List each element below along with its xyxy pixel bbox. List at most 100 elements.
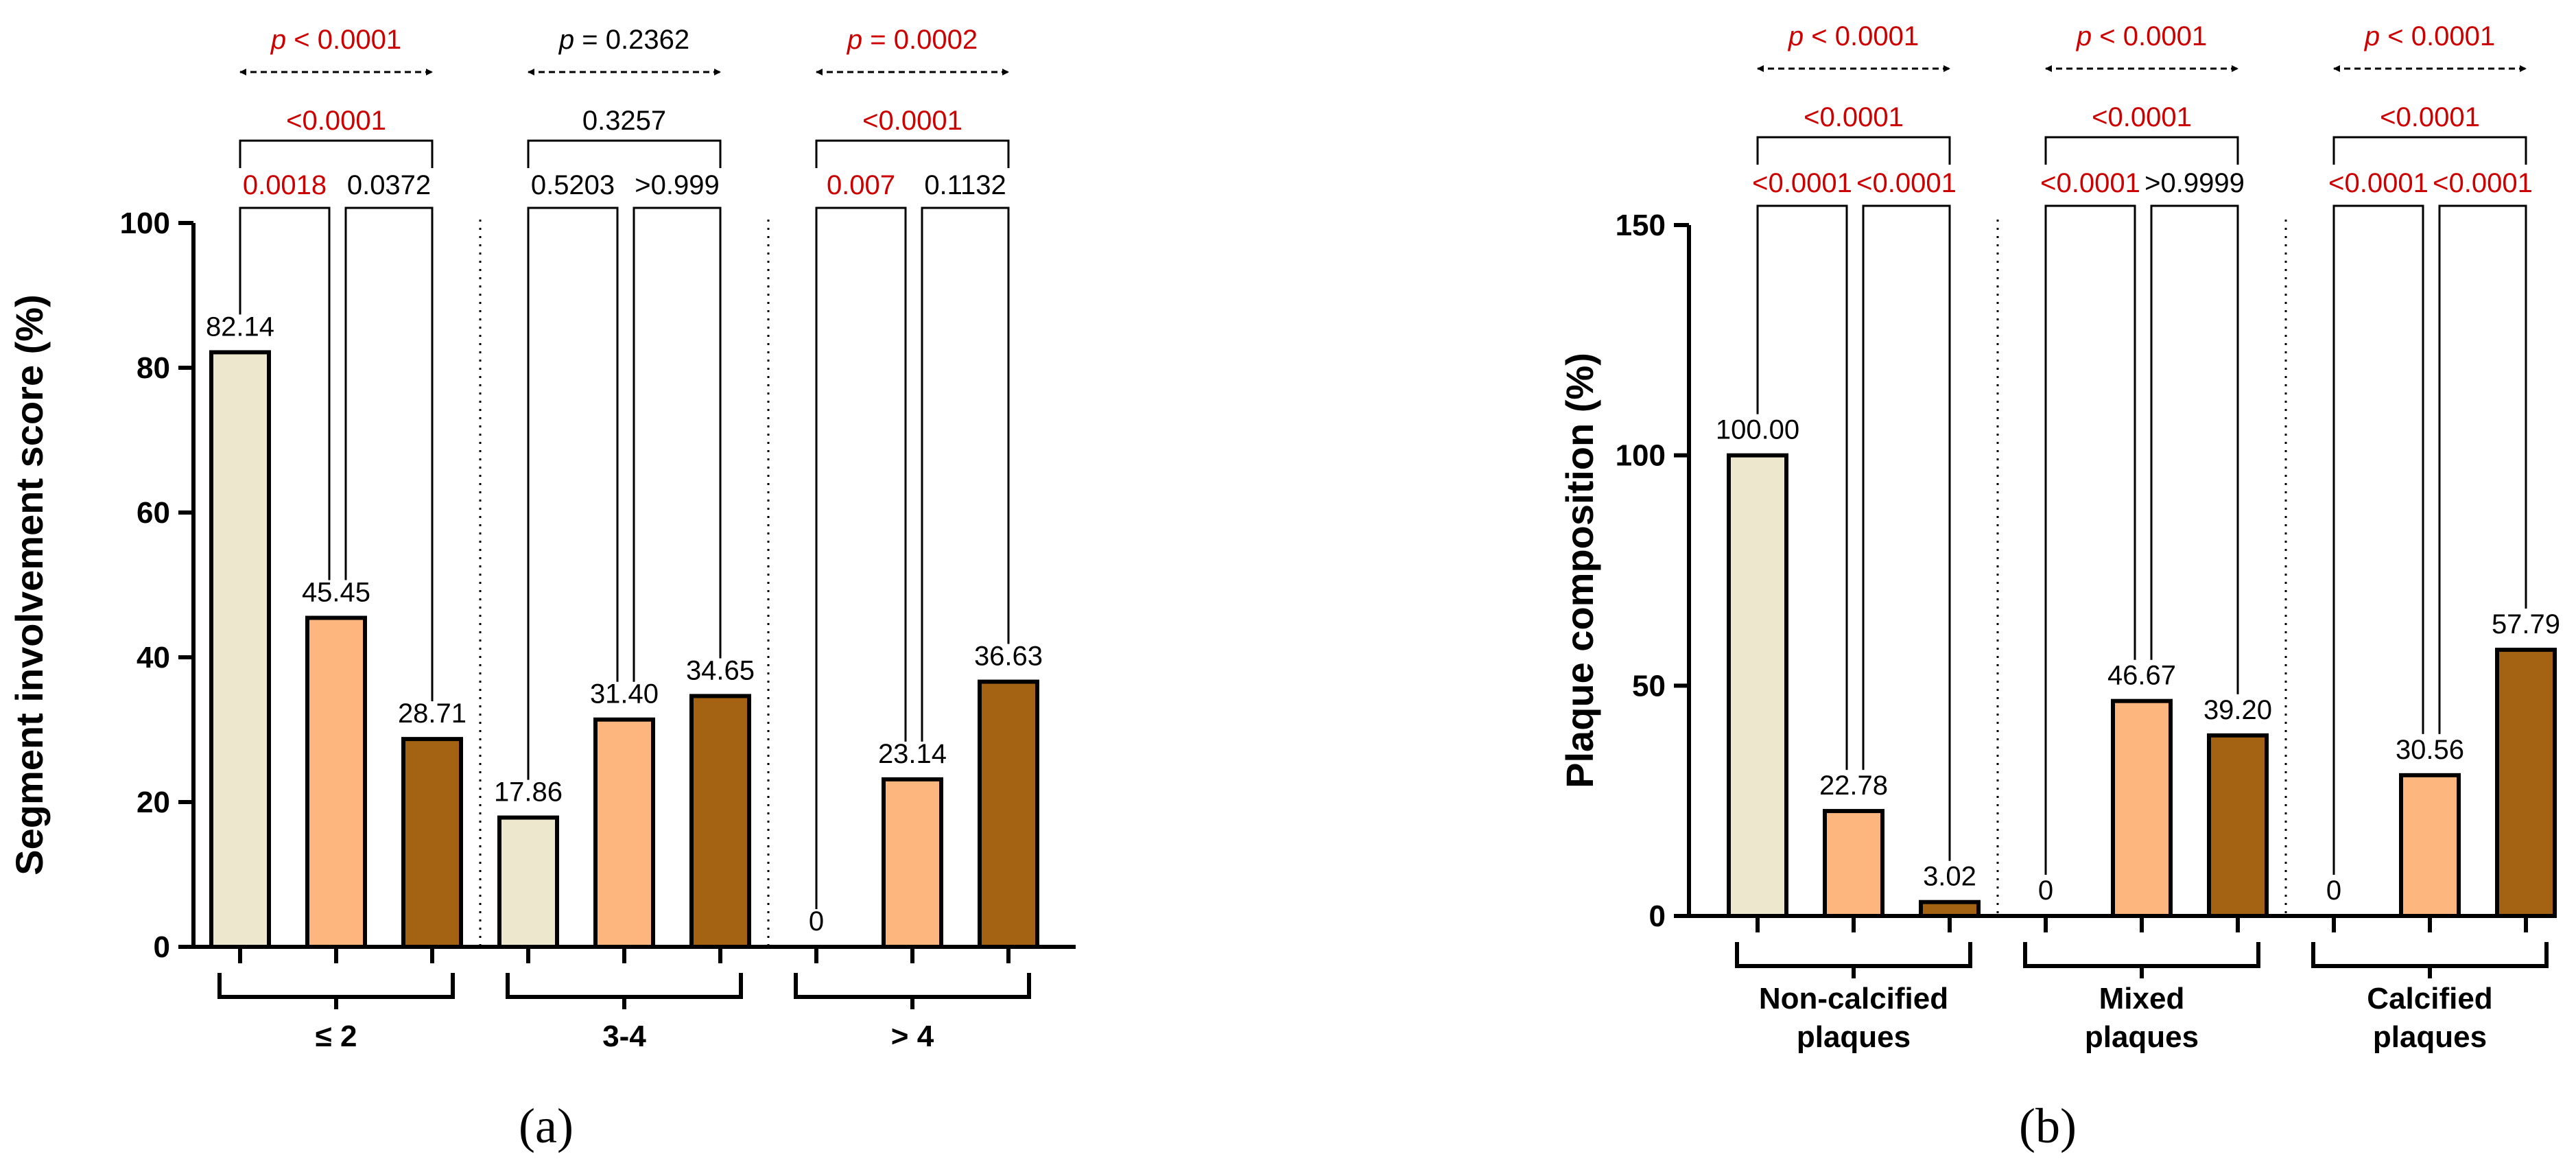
bracket-g2-g3 [2150, 204, 2239, 694]
bar [1823, 809, 1884, 919]
y-tick-label: 80 [137, 351, 170, 385]
y-tick-label: 40 [137, 641, 170, 674]
category-bracket [794, 973, 1031, 999]
y-tick-label: 150 [1616, 209, 1666, 242]
bracket-g2-g3 [633, 207, 722, 682]
trend-p-value: p < 0.0001 [270, 25, 401, 55]
data-label: 100.00 [1716, 415, 1799, 445]
bracket-g1-g2 [1756, 204, 1848, 771]
bar [305, 615, 367, 949]
p-value-g1-g3: <0.0001 [286, 106, 386, 136]
y-tick-label: 0 [1649, 899, 1666, 933]
bar [2495, 648, 2557, 918]
p-value-g1-g3: <0.0001 [1804, 102, 1904, 132]
bar [401, 737, 463, 949]
category-label: 3-4 [602, 1020, 646, 1053]
trend-p-value: p = 0.0002 [847, 25, 978, 55]
data-label: 31.40 [590, 679, 659, 709]
bracket-g1-g2 [815, 207, 907, 909]
p-value-g1-g3: <0.0001 [2092, 102, 2192, 132]
trend-p-text: < 0.0001 [2380, 21, 2495, 51]
panel-a-chart: 0 20 40 60 80 100 Segment involvement score (%… [8, 25, 1076, 1153]
data-label: 57.79 [2492, 609, 2560, 639]
category-label: ≤ 2 [316, 1020, 357, 1053]
bar [1727, 453, 1788, 918]
y-tick-label: 100 [120, 207, 170, 240]
bracket-g1-g3 [1756, 136, 1951, 165]
bracket-g1-g3 [2044, 136, 2239, 165]
trend-p-value: p < 0.0001 [2364, 21, 2495, 51]
category-bracket [2311, 942, 2549, 968]
category-label: Mixed [2099, 982, 2185, 1015]
y-tick-label: 100 [1616, 439, 1666, 473]
bracket-g2-g3 [344, 207, 434, 702]
category-label: plaques [2085, 1020, 2199, 1054]
trend-p-symbol: p [270, 25, 286, 55]
data-label: 22.78 [1819, 771, 1888, 801]
bar [2399, 773, 2461, 919]
p-value-g1-g3: 0.3257 [582, 106, 666, 136]
bar [978, 679, 1039, 950]
category-label: Calcified [2367, 982, 2492, 1015]
data-label: 46.67 [2107, 661, 2176, 691]
bracket-g2-g3 [1862, 204, 1951, 861]
data-label: 17.86 [494, 777, 563, 808]
bracket-g1-g2 [2332, 204, 2424, 875]
trend-p-text: = 0.0002 [862, 25, 978, 55]
data-label: 3.02 [1923, 862, 1976, 892]
data-label: 0 [2038, 875, 2053, 906]
bracket-g1-g3 [2332, 136, 2527, 165]
bar [1919, 899, 1981, 918]
bracket-g2-g3 [2438, 204, 2527, 734]
trend-p-symbol: p [2364, 21, 2380, 51]
bracket-g1-g2 [239, 207, 331, 580]
p-value-g2-g3: 0.0372 [347, 170, 431, 200]
data-label: 30.56 [2396, 735, 2464, 765]
bar [497, 815, 559, 950]
trend-p-symbol: p [558, 25, 574, 55]
bar [2111, 698, 2173, 918]
category-bracket [1735, 942, 1972, 968]
y-tick-label: 60 [137, 496, 170, 530]
data-label: 45.45 [302, 578, 370, 608]
category-label: plaques [2373, 1020, 2487, 1054]
bracket-g1-g3 [815, 139, 1010, 168]
category-label: plaques [1797, 1020, 1911, 1054]
data-label: 34.65 [686, 655, 755, 685]
y-tick-label: 0 [154, 930, 170, 964]
p-value-g2-g3: 0.1132 [924, 170, 1006, 200]
bracket-g2-g3 [921, 207, 1010, 742]
p-value-g1-g2: <0.0001 [2040, 168, 2140, 198]
p-value-g1-g2: 0.0018 [243, 170, 327, 200]
trend-p-value: p < 0.0001 [2076, 21, 2207, 51]
p-value-g1-g3: <0.0001 [862, 106, 962, 136]
panel-b-chart: 0 50 100 150 Plaque composition (%) 100.00 22.… [1558, 21, 2560, 1153]
p-value-g2-g3: >0.9999 [2144, 168, 2245, 198]
data-label: 0 [2326, 875, 2341, 906]
bracket-g1-g2 [2044, 204, 2136, 875]
trend-p-symbol: p [2076, 21, 2092, 51]
p-value-g1-g3: <0.0001 [2380, 102, 2480, 132]
trend-p-symbol: p [847, 25, 862, 55]
category-label: > 4 [891, 1020, 934, 1053]
panel-caption: (b) [2019, 1098, 2077, 1153]
bar [689, 694, 751, 949]
data-label: 28.71 [398, 698, 466, 729]
category-bracket [217, 973, 455, 999]
trend-p-text: < 0.0001 [2092, 21, 2207, 51]
bracket-g1-g3 [239, 139, 434, 168]
trend-p-text: = 0.2362 [574, 25, 689, 55]
p-value-g1-g2: <0.0001 [2328, 168, 2429, 198]
data-label: 0 [809, 906, 824, 937]
y-axis-title: Plaque composition (%) [1558, 353, 1601, 788]
bar [209, 350, 271, 949]
p-value-g2-g3: <0.0001 [2433, 168, 2533, 198]
category-bracket [506, 973, 743, 999]
data-label: 36.63 [974, 642, 1043, 672]
p-value-g1-g2: 0.007 [827, 170, 895, 200]
p-value-g1-g2: 0.5203 [531, 170, 615, 200]
bracket-g1-g3 [527, 139, 722, 168]
panel-caption: (a) [519, 1098, 574, 1153]
p-value-g1-g2: <0.0001 [1752, 168, 1852, 198]
